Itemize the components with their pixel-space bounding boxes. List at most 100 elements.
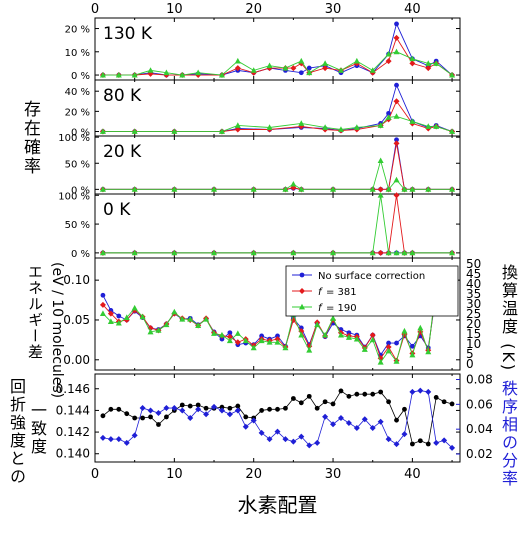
data-point	[314, 439, 321, 446]
data-point	[425, 388, 432, 395]
data-point	[219, 336, 225, 342]
ordered-phase-fraction-ylabel: 秩序相の分率	[499, 380, 518, 488]
data-point	[393, 441, 400, 448]
right-temperature-tick-label: 50	[466, 257, 481, 271]
data-point	[330, 186, 337, 192]
y-tick-label: 0 %	[71, 128, 90, 139]
data-point	[163, 321, 170, 328]
data-point	[250, 249, 257, 256]
y-tick-label: 50 %	[65, 220, 90, 231]
data-point	[330, 421, 337, 428]
data-point	[124, 411, 130, 417]
data-point	[108, 406, 114, 412]
data-point	[283, 405, 288, 411]
data-point	[337, 67, 344, 73]
data-point	[298, 328, 305, 335]
series-line	[102, 143, 453, 190]
y-tick-label: 0.146	[56, 382, 90, 396]
data-point	[274, 339, 281, 345]
data-point	[203, 405, 209, 411]
y-tick-label: 0 %	[71, 71, 90, 82]
data-point	[250, 67, 257, 73]
data-point	[394, 340, 399, 346]
data-point	[393, 249, 400, 256]
panel-frame-p80	[94, 79, 461, 137]
right-temperature-tick-label: 20	[466, 317, 481, 331]
data-point	[425, 441, 431, 447]
data-point	[115, 319, 122, 326]
data-point	[163, 405, 170, 412]
data-point	[361, 416, 368, 423]
y-tick-label: 0.10	[63, 273, 90, 287]
right-fraction-tick-label: 0.02	[466, 447, 493, 461]
data-point	[282, 64, 289, 71]
data-point	[433, 123, 440, 129]
legend-label: = 190	[326, 303, 357, 314]
data-point	[385, 58, 392, 65]
energy-diff-ylabel: エネルギー差	[26, 264, 44, 360]
data-point	[250, 344, 257, 351]
data-point	[369, 186, 376, 192]
data-point	[115, 71, 122, 78]
data-point	[449, 186, 456, 192]
data-point	[171, 128, 178, 134]
data-point	[322, 60, 329, 66]
x-bottom-tick-label: 30	[325, 467, 342, 482]
data-point	[234, 57, 241, 64]
data-point	[314, 321, 321, 328]
data-point	[409, 55, 416, 62]
y-tick-label: 50 %	[65, 159, 90, 170]
data-point	[164, 414, 169, 420]
data-point	[441, 437, 448, 444]
data-point	[393, 192, 400, 199]
data-point	[131, 186, 138, 192]
panel-frame-p20	[94, 135, 461, 195]
data-point	[330, 315, 337, 321]
data-point	[266, 339, 273, 345]
data-point	[131, 249, 138, 256]
series-line	[102, 390, 453, 445]
data-point	[353, 335, 360, 342]
data-point	[409, 388, 416, 395]
legend-f-symbol: f	[318, 287, 323, 298]
data-point	[179, 315, 186, 322]
panel-temperature-label: 20 K	[103, 142, 142, 162]
data-point	[195, 402, 201, 408]
legend-marker	[299, 288, 305, 294]
data-point	[226, 411, 233, 418]
data-point	[393, 140, 400, 147]
data-point	[386, 340, 391, 346]
data-point	[171, 405, 178, 412]
data-point	[298, 120, 305, 126]
data-point	[195, 322, 202, 328]
right-temperature-tick-label: 35	[466, 287, 481, 301]
right-temperature-tick-label: 40	[466, 277, 481, 291]
data-point	[203, 315, 210, 322]
data-point	[163, 69, 170, 76]
data-point	[306, 65, 312, 71]
data-point	[385, 186, 392, 192]
data-point	[385, 347, 392, 354]
y-tick-label: 10 %	[65, 48, 90, 59]
data-point	[99, 310, 106, 317]
data-point	[449, 249, 456, 256]
y-tick-label: 0 %	[71, 185, 90, 196]
data-point	[369, 67, 376, 73]
converted-temperature-ylabel: 換算温度 (K)	[499, 264, 518, 373]
data-point	[218, 71, 225, 78]
data-point	[242, 423, 249, 430]
data-point	[171, 249, 178, 256]
data-point	[425, 186, 432, 192]
y-tick-label: 0.144	[56, 403, 90, 417]
data-point	[386, 110, 391, 116]
data-point	[258, 337, 265, 344]
data-point	[330, 249, 337, 256]
data-point	[155, 327, 162, 333]
data-point	[298, 70, 304, 76]
legend-f-symbol: f	[318, 303, 323, 314]
y-tick-label: 100 %	[58, 191, 90, 202]
presence-probability-ylabel: 存在確率	[20, 100, 40, 176]
data-point	[378, 389, 384, 395]
data-point	[394, 137, 399, 143]
data-point	[211, 403, 218, 410]
